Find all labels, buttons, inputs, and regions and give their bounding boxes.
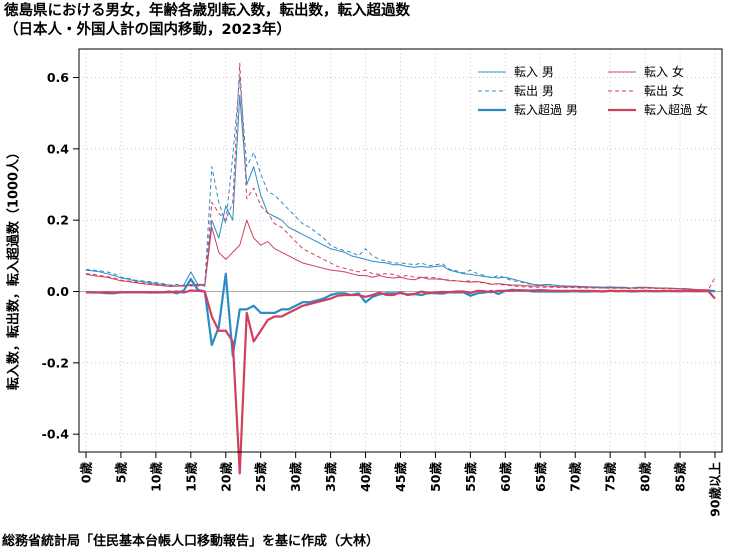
y-tick-label: 0.6: [47, 70, 69, 85]
y-tick-label: 0.4: [47, 141, 69, 156]
x-tick-label: 75歳: [603, 462, 618, 492]
x-tick-label: 30歳: [288, 462, 303, 492]
x-tick-label: 25歳: [253, 462, 268, 492]
x-tick-label: 60歳: [498, 462, 513, 492]
x-tick-label: 50歳: [428, 462, 443, 492]
y-axis: -0.4 -0.2 0.0 0.2 0.4 0.6: [42, 70, 79, 442]
y-tick-label: -0.2: [42, 355, 69, 370]
x-tick-label: 70歳: [568, 462, 583, 492]
x-tick-label: 45歳: [393, 462, 408, 492]
legend-label: 転出 男: [514, 84, 554, 98]
y-tick-label: 0.0: [47, 284, 69, 299]
legend-label: 転入 男: [514, 65, 554, 79]
y-tick-label: 0.2: [47, 213, 69, 228]
source-note: 総務省統計局「住民基本台帳人口移動報告」を基に作成（大林）: [2, 534, 380, 549]
x-tick-label: 15歳: [183, 462, 198, 492]
y-tick-label: -0.4: [42, 427, 70, 442]
x-tick-label: 5歳: [113, 462, 128, 484]
x-axis: 0歳 5歳 10歳 15歳 20歳 25歳 30歳 35歳 40歳 45歳 50歳 55歳 60歳 65歳…: [78, 452, 723, 517]
title-line-1: 徳島県における男女，年齢各歳別転入数，転出数，転入超過数: [4, 3, 410, 19]
x-tick-label: 80歳: [638, 462, 653, 492]
x-tick-label: 40歳: [358, 462, 373, 492]
series-line-0: [85, 94, 716, 292]
x-tick-label: 0歳: [78, 462, 93, 484]
chart-title: 徳島県における男女，年齢各歳別転入数，転出数，転入超過数 （日本人・外国人計の国…: [4, 2, 410, 40]
series-line-5: [85, 288, 716, 475]
title-line-2: （日本人・外国人計の国内移動，2023年）: [4, 22, 291, 38]
legend-label: 転入超過 男: [514, 102, 578, 117]
x-tick-label: 20歳: [218, 462, 233, 492]
series-lines: [85, 62, 716, 475]
x-tick-label: 65歳: [533, 462, 548, 492]
legend-label: 転出 女: [644, 83, 684, 98]
series-line-2: [85, 219, 716, 292]
legend-label: 転入超過 女: [644, 102, 708, 117]
x-tick-label: 55歳: [463, 462, 478, 492]
legend-label: 転入 女: [644, 64, 684, 79]
x-tick-label: 85歳: [673, 462, 688, 492]
x-tick-label: 10歳: [148, 462, 163, 492]
series-line-3: [85, 62, 716, 291]
series-line-1: [85, 77, 716, 292]
x-tick-label: 90歳以上: [708, 462, 723, 517]
x-tick-label: 35歳: [323, 462, 338, 492]
